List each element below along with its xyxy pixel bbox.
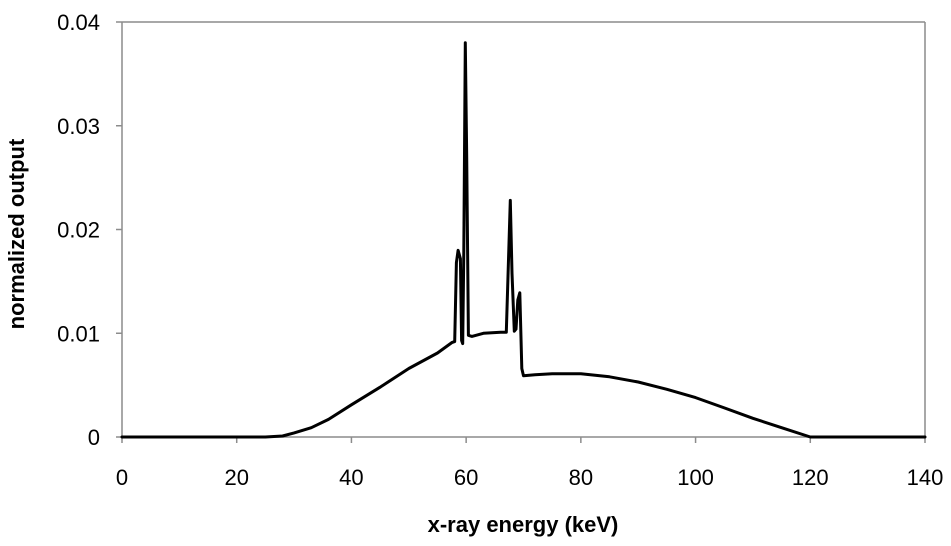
y-tick-label: 0.04: [57, 10, 100, 35]
y-axis-title: normalized output: [4, 138, 29, 329]
spectrum-line: [120, 41, 927, 439]
x-tick-label: 100: [677, 465, 714, 490]
x-tick-label: 20: [224, 465, 248, 490]
x-tick-label: 40: [339, 465, 363, 490]
series-layer: [120, 41, 927, 439]
y-tick-label: 0.03: [57, 114, 100, 139]
y-tick-label: 0.01: [57, 321, 100, 346]
x-tick-label: 140: [907, 465, 944, 490]
ticks-layer: 0 20 40 60 80 100 120 140 0 0.01 0.02 0.03 0.04: [57, 10, 943, 490]
x-tick-label: 60: [454, 465, 478, 490]
y-tick-label: 0.02: [57, 218, 100, 243]
y-tick-label: 0: [88, 425, 100, 450]
x-tick-label: 120: [792, 465, 829, 490]
x-tick-label: 80: [569, 465, 593, 490]
x-axis-title: x-ray energy (keV): [428, 512, 619, 537]
x-tick-label: 0: [116, 465, 128, 490]
